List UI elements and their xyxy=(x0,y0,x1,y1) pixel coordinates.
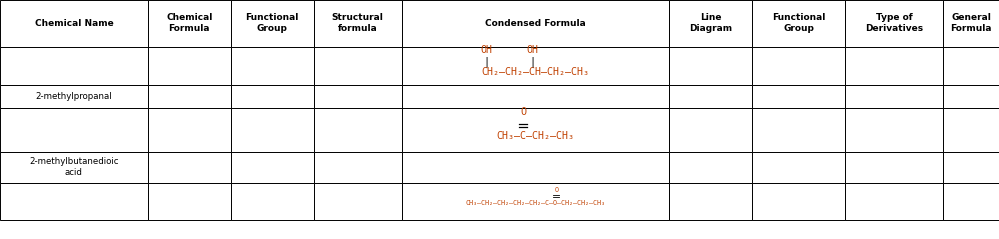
Text: 2-methylpropanal: 2-methylpropanal xyxy=(36,92,112,101)
Text: OH: OH xyxy=(480,45,492,55)
Bar xyxy=(231,108,314,152)
Bar xyxy=(402,183,669,220)
Text: |: | xyxy=(483,57,489,67)
Bar xyxy=(231,47,314,85)
Bar xyxy=(402,0,669,47)
Text: Functional
Group: Functional Group xyxy=(772,13,825,33)
Bar xyxy=(669,152,752,183)
Bar xyxy=(148,108,231,152)
Bar xyxy=(314,152,402,183)
Bar xyxy=(845,85,943,108)
Bar xyxy=(148,47,231,85)
Text: Chemical
Formula: Chemical Formula xyxy=(166,13,213,33)
Bar xyxy=(752,47,845,85)
Bar xyxy=(669,0,752,47)
Bar xyxy=(0,108,148,152)
Bar xyxy=(943,152,999,183)
Bar xyxy=(845,108,943,152)
Bar xyxy=(231,152,314,183)
Bar xyxy=(752,108,845,152)
Text: CH₃—C—CH₂—CH₃: CH₃—C—CH₂—CH₃ xyxy=(497,131,574,141)
Bar xyxy=(402,85,669,108)
Text: OH: OH xyxy=(526,45,538,55)
Bar xyxy=(0,152,148,183)
Bar xyxy=(0,0,148,47)
Text: Functional
Group: Functional Group xyxy=(246,13,299,33)
Text: Structural
formula: Structural formula xyxy=(332,13,384,33)
Text: 2-methylbutanedioic
acid: 2-methylbutanedioic acid xyxy=(29,157,119,177)
Bar xyxy=(231,0,314,47)
Bar xyxy=(943,108,999,152)
Bar xyxy=(0,183,148,220)
Bar xyxy=(752,183,845,220)
Bar xyxy=(314,183,402,220)
Bar xyxy=(231,183,314,220)
Bar xyxy=(0,85,148,108)
Bar xyxy=(943,183,999,220)
Text: O: O xyxy=(554,187,558,193)
Bar xyxy=(943,0,999,47)
Text: O: O xyxy=(520,108,526,117)
Bar xyxy=(845,47,943,85)
Bar xyxy=(148,85,231,108)
Bar xyxy=(314,0,402,47)
Text: Line
Diagram: Line Diagram xyxy=(689,13,732,33)
Bar xyxy=(845,152,943,183)
Bar xyxy=(669,85,752,108)
Bar xyxy=(314,47,402,85)
Bar xyxy=(148,183,231,220)
Text: Chemical Name: Chemical Name xyxy=(35,19,113,28)
Bar xyxy=(314,108,402,152)
Bar xyxy=(943,85,999,108)
Bar xyxy=(669,108,752,152)
Bar xyxy=(148,152,231,183)
Bar xyxy=(402,152,669,183)
Bar xyxy=(669,47,752,85)
Bar xyxy=(0,47,148,85)
Bar xyxy=(845,0,943,47)
Bar xyxy=(752,0,845,47)
Bar xyxy=(402,47,669,85)
Bar xyxy=(402,108,669,152)
Text: General
Formula: General Formula xyxy=(950,13,992,33)
Bar xyxy=(752,152,845,183)
Text: Type of
Derivatives: Type of Derivatives xyxy=(865,13,923,33)
Bar xyxy=(845,183,943,220)
Text: CH₂—CH₂—CH—CH₂—CH₃: CH₂—CH₂—CH—CH₂—CH₃ xyxy=(482,67,589,77)
Text: CH₃–CH₂–CH₂–CH₂–CH₂–C–O–CH₂–CH₂–CH₃: CH₃–CH₂–CH₂–CH₂–CH₂–C–O–CH₂–CH₂–CH₃ xyxy=(466,200,605,206)
Bar xyxy=(314,85,402,108)
Text: |: | xyxy=(529,57,535,67)
Bar xyxy=(943,47,999,85)
Bar xyxy=(752,85,845,108)
Text: Condensed Formula: Condensed Formula xyxy=(486,19,585,28)
Bar xyxy=(669,183,752,220)
Bar xyxy=(231,85,314,108)
Bar xyxy=(148,0,231,47)
